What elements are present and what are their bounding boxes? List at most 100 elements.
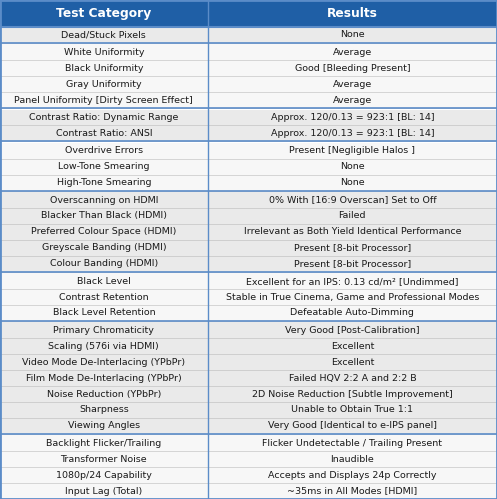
Text: Irrelevant as Both Yield Identical Performance: Irrelevant as Both Yield Identical Perfo… xyxy=(244,228,461,237)
Text: Backlight Flicker/Trailing: Backlight Flicker/Trailing xyxy=(46,439,162,448)
Bar xyxy=(0,208,208,224)
Text: Test Category: Test Category xyxy=(56,7,152,20)
Bar xyxy=(208,143,497,159)
Text: Contrast Ratio: Dynamic Range: Contrast Ratio: Dynamic Range xyxy=(29,113,178,122)
Bar xyxy=(0,192,208,208)
Bar xyxy=(208,370,497,386)
Text: Accepts and Displays 24p Correctly: Accepts and Displays 24p Correctly xyxy=(268,471,437,480)
Bar xyxy=(208,44,497,60)
Bar xyxy=(208,27,497,43)
Text: Flicker Undetectable / Trailing Present: Flicker Undetectable / Trailing Present xyxy=(262,439,442,448)
Text: Present [Negligible Halos ]: Present [Negligible Halos ] xyxy=(289,146,415,155)
Bar xyxy=(208,467,497,483)
Bar xyxy=(0,418,208,434)
Bar xyxy=(0,125,208,141)
Bar xyxy=(0,224,208,240)
Bar xyxy=(0,338,208,354)
Bar xyxy=(0,44,208,60)
Bar xyxy=(208,256,497,271)
Text: Results: Results xyxy=(327,7,378,20)
Text: Average: Average xyxy=(333,80,372,89)
Bar xyxy=(0,109,208,125)
Text: Failed HQV 2:2 A and 2:2 B: Failed HQV 2:2 A and 2:2 B xyxy=(289,374,416,383)
Text: Black Level: Black Level xyxy=(77,276,131,285)
Bar xyxy=(0,289,208,305)
Bar xyxy=(0,76,208,92)
Text: Scaling (576i via HDMI): Scaling (576i via HDMI) xyxy=(49,342,159,351)
Bar xyxy=(0,175,208,191)
Text: High-Tone Smearing: High-Tone Smearing xyxy=(57,178,151,187)
Text: Low-Tone Smearing: Low-Tone Smearing xyxy=(58,162,150,171)
Bar xyxy=(0,92,208,108)
Bar xyxy=(208,192,497,208)
Text: Contrast Retention: Contrast Retention xyxy=(59,292,149,301)
Bar xyxy=(208,208,497,224)
Text: None: None xyxy=(340,30,365,39)
Bar xyxy=(208,289,497,305)
Text: White Uniformity: White Uniformity xyxy=(64,48,144,57)
Text: Overscanning on HDMI: Overscanning on HDMI xyxy=(50,196,158,205)
Bar xyxy=(208,322,497,338)
Text: 0% With [16:9 Overscan] Set to Off: 0% With [16:9 Overscan] Set to Off xyxy=(268,196,436,205)
Bar xyxy=(0,143,208,159)
Bar xyxy=(0,451,208,467)
Bar xyxy=(0,305,208,321)
Bar xyxy=(208,305,497,321)
Text: Stable in True Cinema, Game and Professional Modes: Stable in True Cinema, Game and Professi… xyxy=(226,292,479,301)
Text: Black Level Retention: Black Level Retention xyxy=(53,308,155,317)
Bar xyxy=(0,402,208,418)
Bar xyxy=(208,338,497,354)
Text: Good [Bleeding Present]: Good [Bleeding Present] xyxy=(295,64,410,73)
Text: Average: Average xyxy=(333,96,372,105)
Text: Contrast Ratio: ANSI: Contrast Ratio: ANSI xyxy=(56,129,152,138)
Text: Average: Average xyxy=(333,48,372,57)
Bar xyxy=(0,467,208,483)
Text: Transformer Noise: Transformer Noise xyxy=(61,455,147,464)
Text: Present [8-bit Processor]: Present [8-bit Processor] xyxy=(294,244,411,252)
Bar xyxy=(0,0,497,27)
Bar xyxy=(0,354,208,370)
Text: Blacker Than Black (HDMI): Blacker Than Black (HDMI) xyxy=(41,212,167,221)
Text: Noise Reduction (YPbPr): Noise Reduction (YPbPr) xyxy=(47,390,161,399)
Text: None: None xyxy=(340,178,365,187)
Text: Defeatable Auto-Dimming: Defeatable Auto-Dimming xyxy=(290,308,414,317)
Text: Approx. 120/0.13 = 923:1 [BL: 14]: Approx. 120/0.13 = 923:1 [BL: 14] xyxy=(270,129,434,138)
Text: Colour Banding (HDMI): Colour Banding (HDMI) xyxy=(50,259,158,268)
Text: Viewing Angles: Viewing Angles xyxy=(68,421,140,430)
Text: Film Mode De-Interlacing (YPbPr): Film Mode De-Interlacing (YPbPr) xyxy=(26,374,182,383)
Bar xyxy=(208,224,497,240)
Text: Excellent: Excellent xyxy=(331,342,374,351)
Bar xyxy=(0,386,208,402)
Text: Present [8-bit Processor]: Present [8-bit Processor] xyxy=(294,259,411,268)
Text: ~35ms in All Modes [HDMI]: ~35ms in All Modes [HDMI] xyxy=(287,487,417,496)
Text: Video Mode De-Interlacing (YPbPr): Video Mode De-Interlacing (YPbPr) xyxy=(22,358,185,367)
Bar xyxy=(208,240,497,256)
Bar xyxy=(0,256,208,271)
Bar xyxy=(208,402,497,418)
Bar xyxy=(0,273,208,289)
Text: Inaudible: Inaudible xyxy=(331,455,374,464)
Text: Sharpness: Sharpness xyxy=(79,406,129,415)
Text: Failed: Failed xyxy=(338,212,366,221)
Text: Approx. 120/0.13 = 923:1 [BL: 14]: Approx. 120/0.13 = 923:1 [BL: 14] xyxy=(270,113,434,122)
Text: Preferred Colour Space (HDMI): Preferred Colour Space (HDMI) xyxy=(31,228,176,237)
Bar xyxy=(208,109,497,125)
Bar xyxy=(208,76,497,92)
Text: Primary Chromaticity: Primary Chromaticity xyxy=(54,326,154,335)
Bar xyxy=(0,240,208,256)
Text: Excellent for an IPS: 0.13 cd/m² [Undimmed]: Excellent for an IPS: 0.13 cd/m² [Undimm… xyxy=(246,276,459,285)
Bar xyxy=(208,451,497,467)
Text: Very Good [Identical to e-IPS panel]: Very Good [Identical to e-IPS panel] xyxy=(268,421,437,430)
Bar xyxy=(0,370,208,386)
Bar xyxy=(208,273,497,289)
Text: Overdrive Errors: Overdrive Errors xyxy=(65,146,143,155)
Bar xyxy=(208,175,497,191)
Bar xyxy=(0,60,208,76)
Bar xyxy=(208,60,497,76)
Bar xyxy=(208,159,497,175)
Bar xyxy=(0,435,208,451)
Text: Very Good [Post-Calibration]: Very Good [Post-Calibration] xyxy=(285,326,419,335)
Bar xyxy=(0,27,208,43)
Text: Excellent: Excellent xyxy=(331,358,374,367)
Bar xyxy=(208,483,497,499)
